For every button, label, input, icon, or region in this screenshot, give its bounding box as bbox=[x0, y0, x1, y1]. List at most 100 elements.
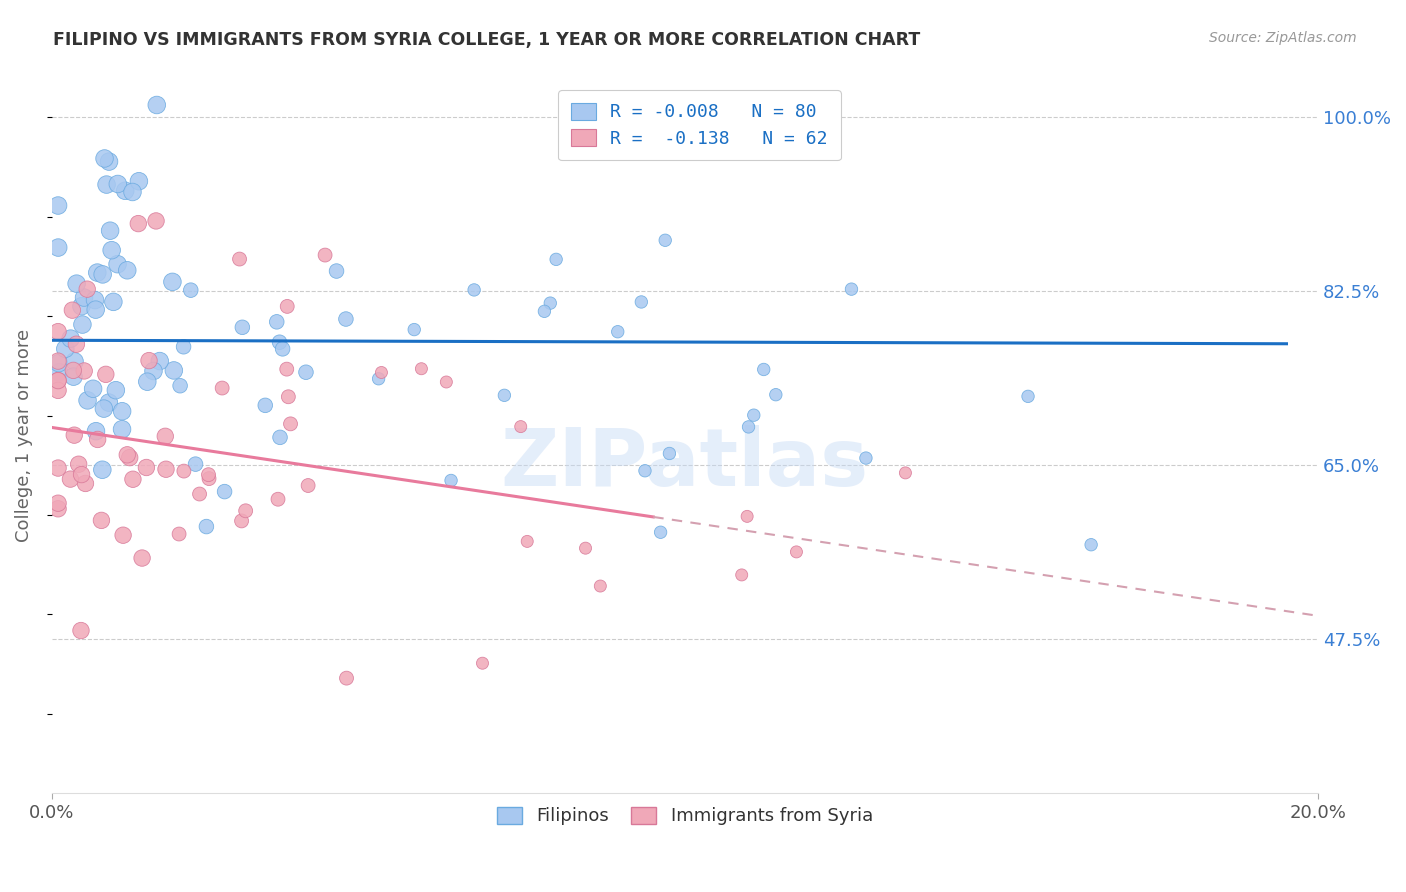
Point bbox=[516, 534, 538, 549]
Point bbox=[254, 398, 277, 412]
Point bbox=[90, 513, 112, 527]
Point bbox=[606, 325, 628, 339]
Point bbox=[589, 579, 612, 593]
Point bbox=[107, 177, 129, 191]
Point bbox=[630, 295, 652, 310]
Point bbox=[127, 217, 149, 231]
Point bbox=[103, 294, 125, 309]
Point bbox=[121, 185, 143, 199]
Point bbox=[231, 514, 253, 528]
Y-axis label: College, 1 year or more: College, 1 year or more bbox=[15, 329, 32, 542]
Point bbox=[335, 671, 357, 685]
Point bbox=[46, 496, 69, 510]
Point bbox=[86, 266, 108, 280]
Point bbox=[70, 467, 93, 482]
Point bbox=[367, 372, 389, 386]
Point bbox=[267, 492, 290, 507]
Point bbox=[142, 364, 165, 378]
Point bbox=[197, 467, 219, 482]
Point bbox=[93, 152, 115, 166]
Point bbox=[117, 448, 139, 462]
Point bbox=[269, 335, 291, 350]
Point bbox=[314, 248, 336, 262]
Point bbox=[654, 233, 676, 247]
Point bbox=[752, 362, 775, 376]
Point bbox=[98, 224, 121, 238]
Point bbox=[91, 268, 114, 282]
Point bbox=[155, 462, 177, 476]
Point bbox=[145, 98, 167, 112]
Point bbox=[46, 198, 69, 212]
Point bbox=[46, 374, 69, 388]
Point bbox=[494, 388, 516, 402]
Point bbox=[59, 472, 82, 486]
Point bbox=[118, 450, 141, 465]
Point bbox=[325, 264, 347, 278]
Point bbox=[533, 304, 555, 318]
Point bbox=[86, 433, 108, 447]
Point bbox=[149, 354, 172, 368]
Point bbox=[60, 303, 83, 318]
Point bbox=[735, 509, 758, 524]
Point bbox=[94, 368, 117, 382]
Point bbox=[117, 263, 139, 277]
Point bbox=[180, 283, 202, 297]
Point bbox=[48, 356, 70, 370]
Point bbox=[114, 184, 136, 198]
Point bbox=[46, 241, 69, 255]
Point bbox=[107, 257, 129, 271]
Point bbox=[765, 387, 787, 401]
Point bbox=[111, 404, 134, 418]
Point bbox=[128, 174, 150, 188]
Point bbox=[295, 365, 318, 379]
Point bbox=[46, 325, 69, 339]
Point bbox=[198, 472, 221, 486]
Point bbox=[855, 451, 877, 466]
Point bbox=[163, 363, 186, 377]
Point bbox=[335, 312, 357, 326]
Point bbox=[145, 214, 167, 228]
Point bbox=[167, 527, 190, 541]
Point bbox=[235, 504, 257, 518]
Point bbox=[173, 464, 195, 478]
Point bbox=[112, 528, 135, 542]
Point bbox=[231, 320, 253, 334]
Point bbox=[62, 369, 84, 384]
Point bbox=[48, 365, 70, 379]
Point bbox=[104, 383, 127, 397]
Point bbox=[138, 353, 160, 368]
Point bbox=[742, 408, 765, 422]
Point bbox=[188, 487, 211, 501]
Text: FILIPINO VS IMMIGRANTS FROM SYRIA COLLEGE, 1 YEAR OR MORE CORRELATION CHART: FILIPINO VS IMMIGRANTS FROM SYRIA COLLEG… bbox=[53, 31, 921, 49]
Point bbox=[440, 474, 463, 488]
Point bbox=[509, 419, 531, 434]
Point bbox=[280, 417, 302, 431]
Point bbox=[96, 178, 118, 192]
Point bbox=[93, 401, 115, 416]
Point bbox=[1080, 538, 1102, 552]
Point bbox=[266, 315, 288, 329]
Point bbox=[75, 476, 97, 491]
Point bbox=[135, 460, 157, 475]
Point bbox=[404, 322, 426, 336]
Point bbox=[76, 282, 98, 296]
Point bbox=[70, 299, 93, 313]
Point bbox=[276, 300, 298, 314]
Point bbox=[228, 252, 250, 266]
Point bbox=[1017, 389, 1039, 403]
Point bbox=[173, 340, 195, 354]
Point bbox=[411, 361, 433, 376]
Point bbox=[111, 422, 134, 436]
Point bbox=[162, 275, 184, 289]
Point bbox=[46, 374, 69, 388]
Point bbox=[63, 428, 86, 442]
Point bbox=[67, 457, 90, 471]
Legend: Filipinos, Immigrants from Syria: Filipinos, Immigrants from Syria bbox=[488, 797, 882, 834]
Point bbox=[297, 478, 319, 492]
Point bbox=[84, 293, 107, 307]
Point bbox=[574, 541, 596, 556]
Point bbox=[894, 466, 917, 480]
Point bbox=[214, 484, 236, 499]
Point bbox=[731, 568, 754, 582]
Text: ZIPatlas: ZIPatlas bbox=[501, 425, 869, 503]
